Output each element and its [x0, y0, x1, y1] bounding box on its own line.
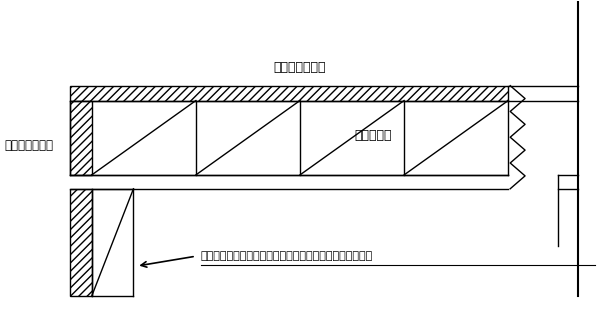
Polygon shape [70, 86, 508, 100]
Text: 基板パネル: 基板パネル [355, 129, 392, 142]
Polygon shape [70, 100, 92, 175]
Polygon shape [70, 189, 92, 296]
Text: メラミン化粧板: メラミン化粧板 [5, 139, 54, 152]
Text: 縁に桟やパネル取付で厚み（高さ）を増す事もできます。: 縁に桟やパネル取付で厚み（高さ）を増す事もできます。 [201, 251, 373, 261]
Text: メラミン化粧板: メラミン化粧板 [274, 61, 326, 74]
